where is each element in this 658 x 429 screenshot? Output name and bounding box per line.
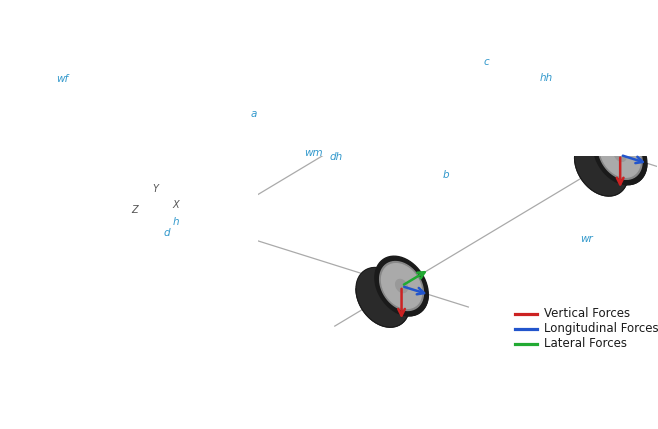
Polygon shape <box>7 157 19 170</box>
Circle shape <box>153 214 158 219</box>
Polygon shape <box>420 87 432 100</box>
Polygon shape <box>0 139 35 188</box>
Polygon shape <box>382 264 422 308</box>
Polygon shape <box>395 279 407 293</box>
Text: c: c <box>484 57 490 67</box>
Text: hh: hh <box>540 73 553 84</box>
Text: a: a <box>250 109 257 119</box>
Polygon shape <box>201 218 213 232</box>
Polygon shape <box>0 134 39 194</box>
Polygon shape <box>226 26 238 39</box>
Text: Z: Z <box>132 205 138 215</box>
Text: wr: wr <box>580 234 594 244</box>
Polygon shape <box>380 262 424 311</box>
Polygon shape <box>406 71 446 116</box>
Polygon shape <box>404 69 447 118</box>
Polygon shape <box>186 24 258 74</box>
Polygon shape <box>356 278 428 327</box>
Polygon shape <box>375 256 428 316</box>
Polygon shape <box>356 268 409 327</box>
Polygon shape <box>0 145 21 205</box>
Polygon shape <box>574 136 628 196</box>
Polygon shape <box>186 200 229 249</box>
Text: wf: wf <box>56 74 68 84</box>
Polygon shape <box>186 14 240 74</box>
Polygon shape <box>380 85 453 135</box>
Text: d: d <box>164 228 170 238</box>
Polygon shape <box>162 217 234 266</box>
Polygon shape <box>210 8 253 57</box>
Polygon shape <box>574 146 647 196</box>
Polygon shape <box>187 202 227 248</box>
Text: wm: wm <box>304 148 322 158</box>
Circle shape <box>155 215 156 217</box>
Text: h: h <box>172 217 179 227</box>
Polygon shape <box>0 155 39 205</box>
Polygon shape <box>180 195 234 255</box>
Text: Vertical Forces: Vertical Forces <box>544 307 630 320</box>
Text: dh: dh <box>330 151 343 162</box>
Polygon shape <box>399 64 453 124</box>
Circle shape <box>532 73 538 78</box>
Polygon shape <box>594 125 647 184</box>
Polygon shape <box>211 10 251 55</box>
Text: Lateral Forces: Lateral Forces <box>544 337 627 350</box>
Polygon shape <box>615 148 626 161</box>
Text: b: b <box>443 170 449 180</box>
Text: X: X <box>172 200 179 210</box>
Polygon shape <box>162 206 215 266</box>
Text: Longitudinal Forces: Longitudinal Forces <box>544 322 658 335</box>
Polygon shape <box>0 142 33 186</box>
Polygon shape <box>205 3 258 63</box>
Polygon shape <box>600 133 640 177</box>
Text: Y: Y <box>152 184 158 194</box>
Polygon shape <box>380 75 434 135</box>
Polygon shape <box>598 130 642 179</box>
